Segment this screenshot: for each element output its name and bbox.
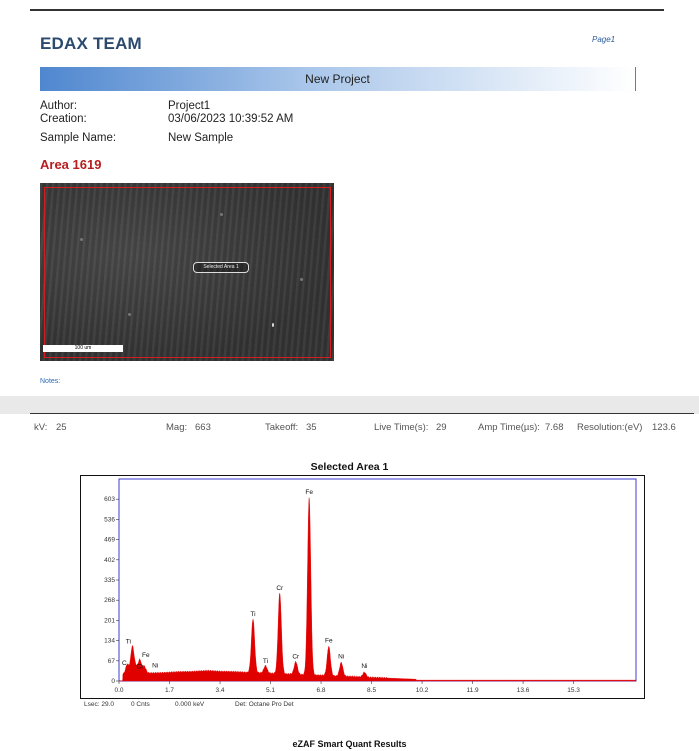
y-tick-label: 0	[111, 678, 115, 685]
creation-label: Creation:	[40, 113, 87, 125]
y-tick-label: 67	[108, 658, 116, 665]
live-time-label: Live Time(s):	[374, 422, 429, 433]
x-tick-label: 1.7	[165, 687, 174, 694]
amp-time-value: 7.68	[545, 422, 564, 433]
resolution-label: Resolution:(eV)	[577, 422, 643, 433]
kev-readout: 0.000 keV	[175, 701, 205, 708]
kv-label: kV:	[34, 422, 48, 433]
page-label: Page1	[592, 35, 616, 44]
peak-label: C	[122, 660, 127, 667]
y-tick-label: 402	[104, 557, 115, 564]
peak-label: Ti	[250, 611, 255, 618]
peak-label: Ni	[152, 663, 158, 670]
project-title: New Project	[305, 72, 370, 86]
peak-label: Cr	[276, 585, 284, 592]
spectrum-area	[119, 497, 637, 682]
x-tick-label: 5.1	[266, 687, 275, 694]
takeoff-value: 35	[306, 422, 317, 433]
y-tick-label: 536	[104, 516, 115, 523]
y-tick-label: 335	[104, 577, 115, 584]
peak-label: Fe	[325, 637, 333, 644]
resolution-value: 123.6	[652, 422, 676, 433]
notes-label: Notes:	[40, 378, 61, 385]
mag-label: Mag:	[166, 422, 188, 433]
scale-bar	[43, 345, 123, 352]
kv-value: 25	[56, 422, 67, 433]
live-time-value: 29	[436, 422, 447, 433]
x-tick-label: 0.0	[114, 687, 123, 694]
page-break	[0, 396, 699, 414]
x-tick-label: 11.9	[466, 687, 479, 694]
peak-label: Fe	[142, 652, 150, 659]
counts-readout: 0 Cnts	[131, 701, 150, 708]
peak-label: Ti	[263, 658, 268, 665]
spectrum-chart-frame: 0 67 134 201 268 335 402 469 536 603 0.0 1.7 3.4 5.1 6…	[80, 475, 645, 699]
peak-label: Cr	[292, 653, 300, 660]
page-separator	[30, 413, 694, 414]
y-tick-label: 201	[104, 617, 115, 624]
chart-title: Selected Area 1	[310, 461, 389, 473]
detector-readout: Det: Octane Pro Det	[235, 701, 294, 708]
x-tick-label: 6.8	[317, 687, 326, 694]
y-tick-label: 134	[104, 638, 115, 645]
creation-value: 03/06/2023 10:39:52 AM	[168, 113, 294, 125]
x-tick-label: 8.5	[367, 687, 376, 694]
author-value: Project1	[168, 100, 211, 112]
scale-bar-text: 100 um	[74, 345, 92, 351]
y-tick-label: 268	[104, 597, 115, 604]
plot-area	[118, 478, 637, 682]
mag-value: 663	[195, 422, 211, 433]
selection-frame	[44, 187, 331, 358]
author-label: Author:	[40, 100, 78, 112]
top-rule	[30, 9, 664, 11]
peak-label: Fe	[305, 489, 313, 496]
x-tick-label: 10.2	[416, 687, 429, 694]
sem-image: Selected Area 1 100 um	[40, 183, 334, 361]
area-title: Area 1619	[40, 157, 102, 172]
x-tick-label: 13.6	[517, 687, 530, 694]
project-banner: New Project	[40, 67, 636, 91]
brand-title: EDAX TEAM	[40, 34, 142, 53]
results-title: eZAF Smart Quant Results	[292, 739, 407, 749]
spectrum-chart: 0 67 134 201 268 335 402 469 536 603 0.0 1.7 3.4 5.1 6…	[104, 478, 637, 694]
takeoff-label: Takeoff:	[265, 422, 299, 433]
peak-label: Ti	[126, 638, 131, 645]
peak-label: Ni	[338, 653, 344, 660]
amp-time-label: Amp Time(µs):	[478, 422, 540, 433]
lsec-readout: Lsec: 29.0	[84, 701, 114, 708]
x-tick-label: 15.3	[567, 687, 580, 694]
x-tick-label: 3.4	[215, 687, 224, 694]
y-tick-label: 469	[104, 537, 115, 544]
sample-name-value: New Sample	[168, 132, 234, 144]
sample-name-label: Sample Name:	[40, 132, 117, 144]
selected-area-label: Selected Area 1	[193, 262, 249, 273]
y-tick-label: 603	[104, 496, 115, 503]
peak-label: Cr	[137, 663, 145, 670]
peak-label: Ni	[361, 663, 367, 670]
